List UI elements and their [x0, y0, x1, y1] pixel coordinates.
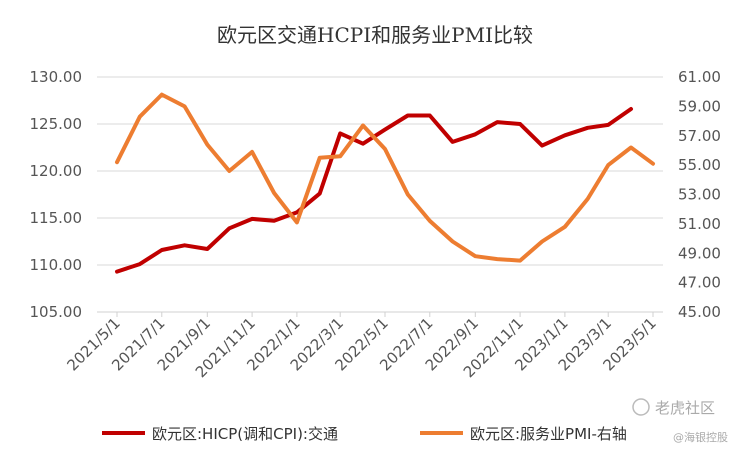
left-tick-label: 130.00 [30, 68, 83, 86]
left-axis-ticks: 105.00 110.00 115.00 120.00 125.00 130.00 [30, 68, 83, 321]
left-tick-label: 120.00 [30, 162, 83, 180]
series-line-pmi [115, 92, 655, 263]
right-tick-label: 45.00 [678, 303, 721, 321]
legend-label-pmi: 欧元区:服务业PMI-右轴 [470, 425, 627, 443]
series-layer [115, 92, 655, 274]
right-tick-label: 55.00 [678, 156, 721, 174]
watermark-account: @海银控股 [673, 430, 728, 444]
left-tick-label: 110.00 [30, 256, 83, 274]
x-axis-ticks: 2021/5/12021/7/12021/9/12021/11/12022/1/… [63, 312, 660, 381]
left-tick-label: 125.00 [30, 115, 83, 133]
right-tick-label: 51.00 [678, 215, 721, 233]
grid-lines [97, 76, 663, 266]
right-axis-ticks: 45.00 47.00 49.00 51.00 53.00 55.00 57.00 59.00… [678, 68, 721, 321]
watermark-logo-icon [632, 398, 650, 416]
legend-label-hicp: 欧元区:HICP(调和CPI):交通 [152, 425, 338, 443]
right-tick-label: 47.00 [678, 274, 721, 292]
right-tick-label: 49.00 [678, 244, 721, 262]
right-tick-label: 53.00 [678, 186, 721, 204]
legend: 欧元区:HICP(调和CPI):交通 欧元区:服务业PMI-右轴 [102, 425, 627, 443]
series-line-hicp [115, 107, 633, 274]
watermark-brand: 老虎社区 [655, 399, 715, 417]
chart-title: 欧元区交通HCPI和服务业PMI比较 [217, 23, 533, 47]
right-tick-label: 57.00 [678, 127, 721, 145]
right-tick-label: 59.00 [678, 97, 721, 115]
left-tick-label: 105.00 [30, 303, 83, 321]
left-tick-label: 115.00 [30, 209, 83, 227]
right-tick-label: 61.00 [678, 68, 721, 86]
watermark: 老虎社区 @海银控股 [632, 398, 728, 444]
